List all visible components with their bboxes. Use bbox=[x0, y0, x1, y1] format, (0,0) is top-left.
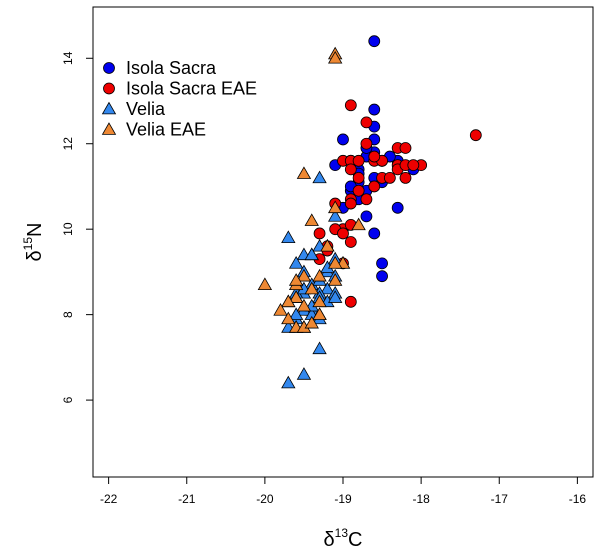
x-tick-label: -16 bbox=[569, 492, 587, 506]
data-point-circle bbox=[399, 142, 412, 154]
data-point-circle bbox=[469, 129, 482, 142]
data-point-triangle bbox=[304, 315, 319, 329]
data-point-circle bbox=[313, 227, 326, 240]
data-point-circle bbox=[344, 99, 357, 112]
data-point-circle bbox=[368, 35, 381, 48]
data-point-triangle bbox=[288, 256, 304, 269]
data-point-triangle bbox=[288, 290, 304, 303]
data-point-circle bbox=[376, 257, 388, 270]
legend-marker bbox=[103, 62, 115, 74]
legend-item: Velia bbox=[101, 99, 166, 119]
data-point-triangle bbox=[281, 294, 296, 308]
y-tick-label: 12 bbox=[61, 137, 75, 151]
series-1 bbox=[313, 99, 482, 308]
series-3 bbox=[257, 46, 366, 333]
data-point-triangle bbox=[312, 341, 327, 355]
data-point-triangle bbox=[312, 307, 327, 320]
data-point-circle bbox=[344, 197, 357, 210]
data-point-circle bbox=[360, 116, 373, 129]
data-point-triangle bbox=[327, 273, 343, 286]
data-point-triangle bbox=[327, 50, 343, 64]
data-point-circle bbox=[360, 210, 373, 223]
data-point-triangle bbox=[281, 230, 296, 244]
data-point-triangle bbox=[288, 307, 304, 320]
legend-item: Isola Sacra bbox=[103, 58, 217, 78]
x-tick-label: -20 bbox=[256, 492, 274, 506]
data-point-triangle bbox=[320, 281, 335, 295]
data-point-triangle bbox=[288, 273, 304, 286]
x-axis: -22 -21 -20 -19 -18 -17 -16 bbox=[100, 477, 586, 506]
y-tick-label: 10 bbox=[61, 222, 75, 236]
legend-label: Velia EAE bbox=[126, 120, 206, 140]
data-point-circle bbox=[337, 227, 349, 240]
y-tick-label: 14 bbox=[61, 51, 75, 65]
data-point-triangle bbox=[327, 200, 343, 214]
data-point-triangle bbox=[327, 256, 343, 269]
x-axis-title: δ13C bbox=[324, 526, 363, 551]
legend-marker bbox=[101, 101, 117, 115]
data-point-triangle bbox=[296, 367, 312, 380]
x-tick-label: -18 bbox=[412, 492, 430, 506]
legend-marker bbox=[103, 82, 115, 95]
data-point-circle bbox=[344, 163, 357, 176]
data-point-triangle bbox=[327, 290, 343, 303]
data-point-circle bbox=[399, 172, 412, 184]
legend-label: Velia bbox=[126, 99, 166, 119]
legend-label: Isola Sacra bbox=[126, 58, 217, 78]
data-point-circle bbox=[368, 150, 381, 163]
data-point-circle bbox=[368, 180, 381, 193]
legend-item: Velia EAE bbox=[101, 120, 206, 140]
data-point-circle bbox=[360, 137, 373, 150]
data-point-circle bbox=[344, 295, 357, 308]
data-point-triangle bbox=[257, 277, 273, 291]
data-point-circle bbox=[368, 227, 381, 240]
data-point-triangle bbox=[296, 298, 312, 312]
y-axis: 6 8 10 12 14 bbox=[61, 51, 93, 403]
data-point-circle bbox=[376, 270, 388, 283]
data-point-triangle bbox=[351, 217, 366, 231]
data-point-circle bbox=[360, 193, 373, 206]
data-point-triangle bbox=[281, 375, 296, 389]
data-point-circle bbox=[383, 172, 396, 184]
y-tick-label: 6 bbox=[61, 396, 75, 403]
legend-label: Isola Sacra EAE bbox=[126, 79, 257, 99]
data-points bbox=[257, 35, 482, 389]
data-point-circle bbox=[368, 103, 381, 116]
y-tick-label: 8 bbox=[61, 311, 75, 318]
data-point-triangle bbox=[320, 238, 335, 252]
data-point-triangle bbox=[312, 170, 327, 184]
data-point-triangle bbox=[296, 166, 312, 179]
data-point-circle bbox=[391, 201, 404, 214]
data-point-circle bbox=[344, 236, 357, 248]
data-point-triangle bbox=[281, 311, 296, 325]
data-point-circle bbox=[352, 154, 365, 167]
data-point-circle bbox=[352, 184, 365, 197]
x-tick-label: -19 bbox=[334, 492, 352, 506]
y-axis-title: δ15N bbox=[21, 223, 46, 262]
legend-marker bbox=[101, 122, 117, 135]
data-point-triangle bbox=[312, 268, 327, 282]
data-point-triangle bbox=[296, 268, 312, 282]
data-point-triangle bbox=[312, 294, 327, 308]
x-tick-label: -17 bbox=[491, 492, 509, 506]
data-point-triangle bbox=[327, 209, 343, 222]
x-tick-label: -21 bbox=[178, 492, 196, 506]
data-point-circle bbox=[337, 133, 349, 146]
data-point-circle bbox=[352, 172, 365, 184]
data-point-triangle bbox=[273, 303, 288, 316]
data-point-triangle bbox=[304, 213, 319, 226]
legend-item: Isola Sacra EAE bbox=[103, 79, 257, 99]
data-point-circle bbox=[407, 159, 420, 171]
x-tick-label: -22 bbox=[100, 492, 118, 506]
data-point-triangle bbox=[304, 247, 319, 261]
data-point-triangle bbox=[304, 281, 319, 295]
